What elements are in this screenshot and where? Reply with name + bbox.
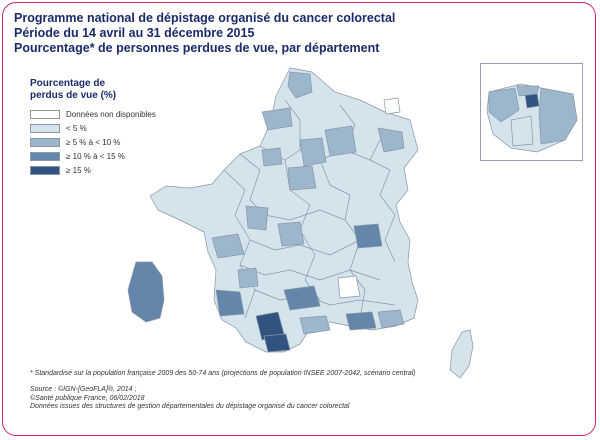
dept-loiret	[287, 165, 317, 191]
source-line-3: Données issues des structures de gestion…	[30, 403, 350, 410]
legend-swatch-na	[30, 110, 60, 119]
inset-seine-marne	[538, 87, 578, 145]
dept-tarn	[283, 285, 321, 311]
ile-de-france-inset	[480, 63, 583, 161]
corsica	[449, 329, 474, 379]
inset-essonne	[510, 115, 534, 147]
legend-swatch-lt5	[30, 124, 60, 133]
dept-pyrenees-orientales	[237, 267, 259, 289]
title-line-2: Période du 14 avril au 31 décembre 2015	[14, 26, 255, 40]
inset-yvelines	[488, 87, 520, 123]
dept-moselle	[377, 127, 405, 153]
inset-val-oise	[516, 85, 540, 97]
legend-item-na: Données non disponibles	[30, 108, 156, 121]
legend-title: Pourcentage de perdus de vue (%)	[30, 78, 117, 101]
source-block: Source : ©IGN-[GeoFLA]®, 2014 ; ©Santé p…	[30, 386, 349, 412]
dept-bouches-rhone	[345, 311, 377, 331]
dept-vendee	[211, 233, 245, 259]
dept-ariege	[263, 333, 291, 353]
dept-cher	[277, 221, 305, 247]
legend-label-5-10: ≥ 5 % à < 10 %	[66, 138, 121, 147]
page-frame	[2, 2, 596, 436]
inset-map	[486, 83, 578, 153]
dept-gironde	[215, 289, 245, 317]
legend-label-lt5: < 5 %	[66, 124, 87, 133]
legend-label-na: Données non disponibles	[66, 110, 156, 119]
dept-no-data-1	[337, 275, 361, 299]
legend-label-gte15: ≥ 15 %	[66, 166, 91, 175]
source-line-2: ©Santé publique France, 06/02/2018	[30, 394, 145, 402]
title-line-1: Programme national de dépistage organisé…	[14, 11, 396, 25]
legend-item-5-10: ≥ 5 % à < 10 %	[30, 136, 156, 149]
legend-swatch-5-10	[30, 138, 60, 147]
legend-swatch-10-15	[30, 152, 60, 161]
legend-label-10-15: ≥ 10 % à < 15 %	[66, 152, 125, 161]
dept-marne	[324, 125, 357, 157]
map-title: Programme national de dépistage organisé…	[14, 11, 395, 56]
legend-item-gte15: ≥ 15 %	[30, 164, 156, 177]
overseas-island	[127, 261, 165, 323]
dept-herault	[299, 315, 331, 335]
dept-no-data-2	[383, 97, 401, 115]
legend-item-lt5: < 5 %	[30, 122, 156, 135]
dept-indre-loire	[245, 205, 269, 231]
dept-somme	[261, 107, 293, 131]
dept-nord	[287, 71, 313, 99]
source-line-1: Source : ©IGN-[GeoFLA]®, 2014 ;	[30, 386, 137, 393]
title-line-3: Pourcentage* de personnes perdues de vue…	[14, 41, 380, 55]
dept-ain	[353, 223, 383, 249]
dept-eure	[261, 147, 283, 167]
legend-item-10-15: ≥ 10 % à < 15 %	[30, 150, 156, 163]
dept-var	[377, 309, 405, 329]
legend-swatch-gte15	[30, 166, 60, 175]
legend: Pourcentage de perdus de vue (%) Données…	[30, 78, 156, 178]
footnote: * Standardisé sur la population français…	[30, 370, 416, 377]
dept-aube	[299, 137, 327, 167]
